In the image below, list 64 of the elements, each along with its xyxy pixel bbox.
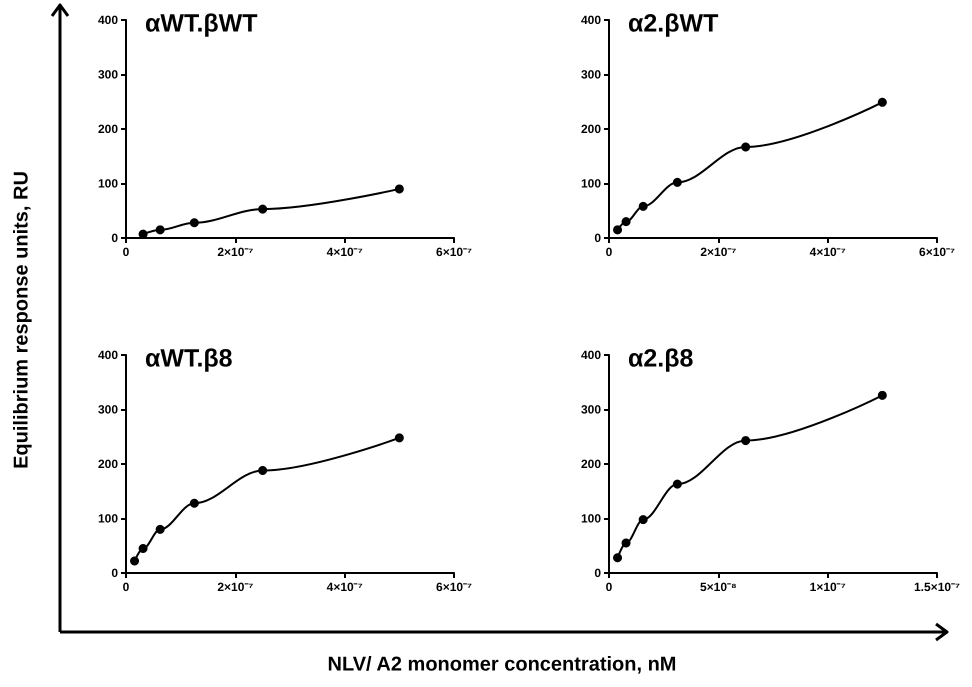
point: [130, 556, 140, 566]
y-tick-label: 300: [580, 402, 602, 416]
x-tick-label: 4×10⁻⁷: [326, 245, 363, 259]
y-tick-label: 200: [580, 122, 602, 136]
chart-title: α2.βWT: [628, 10, 718, 38]
point: [878, 390, 887, 400]
x-tick-label: 2×10⁻⁷: [217, 245, 254, 259]
y-axis-title: Equilibrium response units, RU: [10, 171, 34, 469]
point: [672, 480, 682, 489]
x-tick-label: 0: [606, 245, 613, 259]
y-tick-label: 100: [580, 512, 602, 526]
y-tick-label: 400: [98, 348, 118, 362]
y-tick-label: 200: [98, 457, 118, 471]
chart-title: αWT.β8: [145, 344, 233, 372]
x-tick-label: 2×10⁻⁷: [700, 245, 736, 259]
point: [622, 538, 631, 548]
point: [672, 178, 682, 187]
y-tick-label: 400: [98, 13, 118, 27]
chart-title: αWT.βWT: [145, 10, 258, 38]
y-tick-label: 400: [580, 348, 602, 362]
y-tick-label: 0: [111, 566, 118, 580]
x-tick-label: 0: [606, 580, 613, 594]
chart-title: α2.β8: [628, 344, 694, 372]
point: [741, 142, 750, 152]
x-tick-label: 0: [122, 580, 130, 594]
y-tick-label: 400: [580, 13, 602, 27]
x-tick-label: 4×10⁻⁷: [326, 580, 363, 594]
y-tick-label: 0: [111, 231, 118, 245]
point: [190, 218, 199, 228]
point: [613, 225, 622, 234]
x-tick-label: 1.5×10⁻⁷: [914, 580, 960, 594]
x-tick-label: 1×10⁻⁷: [810, 580, 846, 594]
x-tick-label: 6×10⁻⁷: [919, 245, 956, 259]
x-tick-label: 4×10⁻⁷: [810, 245, 846, 259]
point: [258, 204, 268, 214]
y-tick-label: 0: [594, 566, 602, 580]
point: [622, 217, 631, 226]
point: [394, 433, 404, 442]
y-tick-label: 300: [580, 68, 602, 82]
y-tick-label: 200: [580, 457, 602, 471]
y-tick-label: 100: [98, 512, 118, 526]
x-tick-label: 6×10⁻⁷: [436, 580, 472, 594]
x-tick-label: 2×10⁻⁷: [217, 580, 254, 594]
y-tick-label: 300: [98, 68, 118, 82]
point: [156, 524, 165, 534]
x-tick-label: 5×10⁻⁸: [700, 580, 737, 594]
x-axis-title: NLV/ A2 monomer concentration, nM: [328, 654, 676, 676]
point: [138, 544, 148, 553]
point: [638, 202, 648, 211]
point: [190, 498, 199, 508]
point: [741, 436, 750, 446]
y-tick-label: 0: [594, 231, 602, 245]
point: [258, 466, 268, 476]
point: [613, 553, 622, 562]
x-tick-label: 0: [122, 245, 130, 259]
x-tick-label: 6×10⁻⁷: [436, 245, 472, 259]
y-tick-label: 100: [98, 176, 118, 190]
point: [638, 515, 648, 524]
point: [394, 184, 404, 194]
point: [878, 98, 887, 107]
y-tick-label: 300: [98, 402, 118, 416]
point: [156, 225, 165, 234]
y-tick-label: 100: [580, 176, 602, 190]
y-tick-label: 200: [98, 122, 118, 136]
